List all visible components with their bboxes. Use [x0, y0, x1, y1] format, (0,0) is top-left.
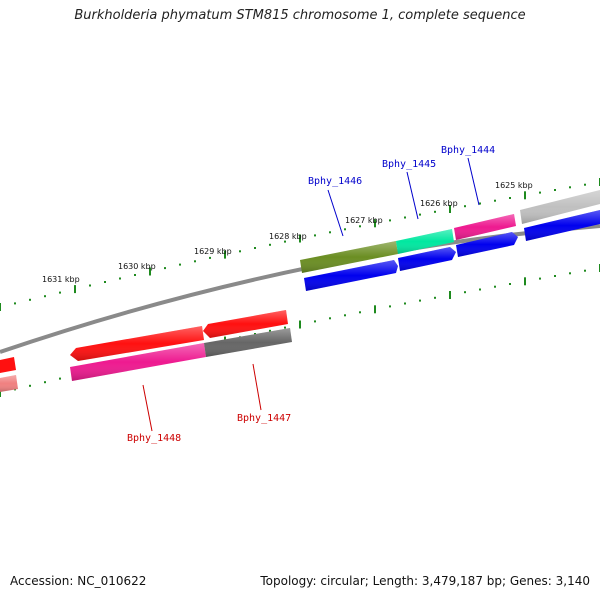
backbone-line — [0, 224, 600, 354]
feature-gloss — [520, 190, 600, 224]
reverse-feature-band — [0, 328, 292, 392]
leader-bphy-1445 — [406, 171, 419, 220]
gene-label-bphy-1448[interactable]: Bphy_1448 — [127, 433, 181, 444]
feature-gloss — [204, 328, 292, 357]
cds-gloss — [456, 232, 518, 257]
feature-gloss — [454, 214, 516, 240]
feature-gloss — [300, 241, 398, 273]
kbp-label-1630: 1630 kbp — [118, 262, 156, 271]
cds-gloss — [203, 310, 288, 338]
accession-text: Accession: NC_010622 — [10, 574, 147, 588]
gene-label-bphy-1447[interactable]: Bphy_1447 — [237, 413, 291, 424]
cds-arrow-left-partial[interactable] — [0, 357, 16, 373]
topology-summary: Topology: circular; Length: 3,479,187 bp… — [260, 574, 590, 588]
kbp-label-1628: 1628 kbp — [269, 232, 307, 241]
gene-label-bphy-1446[interactable]: Bphy_1446 — [308, 176, 362, 187]
kbp-label-1629: 1629 kbp — [194, 247, 232, 256]
kbp-label-1625: 1625 kbp — [495, 181, 533, 190]
feature-gloss — [396, 229, 454, 254]
gene-label-bphy-1445[interactable]: Bphy_1445 — [382, 159, 436, 170]
leader-bphy-1444 — [467, 157, 480, 206]
cds-gloss — [398, 247, 456, 271]
cds-gloss — [70, 326, 204, 361]
leader-bphy-1447 — [252, 363, 262, 411]
kbp-label-1627: 1627 kbp — [345, 216, 383, 225]
feature-gloss — [70, 343, 206, 381]
gene-label-bphy-1444[interactable]: Bphy_1444 — [441, 145, 495, 156]
leader-bphy-1448 — [142, 384, 153, 432]
map-title: Burkholderia phymatum STM815 chromosome … — [74, 8, 526, 23]
kbp-label-1626: 1626 kbp — [420, 199, 458, 208]
kbp-tick-row — [0, 178, 600, 311]
cds-gloss — [524, 210, 600, 241]
reverse-cds-band — [0, 310, 288, 373]
cds-gloss — [304, 260, 398, 291]
feature-gloss — [0, 375, 18, 392]
kbp-label-1631: 1631 kbp — [42, 275, 80, 284]
forward-feature-band — [300, 190, 600, 273]
leader-bphy-1446 — [327, 189, 344, 237]
forward-cds-band — [304, 210, 600, 291]
